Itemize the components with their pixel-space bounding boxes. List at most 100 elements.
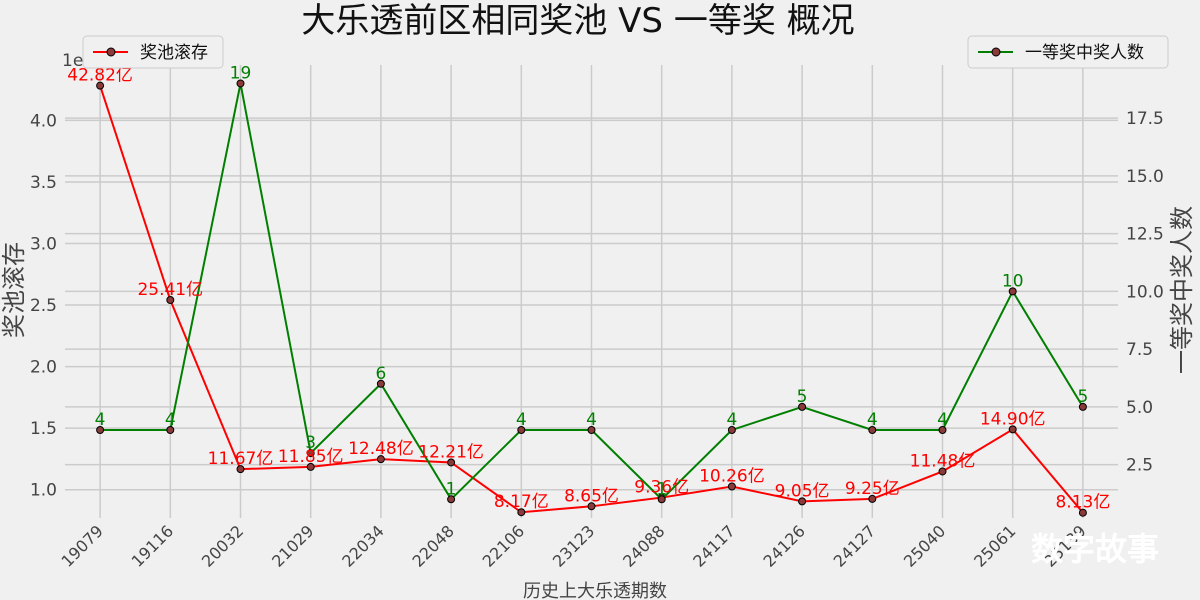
data-label-pool: 10.26亿 [699,466,765,486]
data-point-pool [938,467,947,476]
x-tick-label: 19116 [128,521,177,570]
data-label-pool: 42.82亿 [67,66,133,86]
data-point-pool [376,455,385,464]
left-y-axis-label: 奖池滚存 [0,242,28,338]
data-point-pool [166,295,175,304]
legend-marker-winners [991,47,1001,57]
data-label-pool: 12.48亿 [348,439,414,459]
x-tick-label: 23123 [549,521,598,570]
data-point-winners [1008,287,1017,296]
watermark-text: 数字故事 [1031,530,1159,568]
data-point-winners [657,495,666,504]
data-point-winners [236,79,245,88]
x-tick-label: 24088 [619,521,668,570]
y-tick-left: 3.5 [30,173,57,193]
y-tick-right: 15.0 [1126,167,1164,187]
x-tick-label: 22106 [479,521,528,570]
data-label-winners: 4 [586,410,597,430]
data-point-pool [727,482,736,491]
y-tick-right: 10.0 [1126,282,1164,302]
x-tick-label: 25061 [970,521,1019,570]
legend-label-pool: 奖池滚存 [140,43,208,63]
grid-lines [65,65,1118,518]
x-tick-label: 22034 [338,521,387,570]
legend-left: 奖池滚存 [82,35,224,69]
data-point-winners [517,425,526,434]
data-point-winners [938,425,947,434]
data-label-pool: 8.13亿 [1055,493,1110,513]
data-label-pool: 11.67亿 [208,449,274,469]
data-label-winners: 3 [305,433,316,453]
data-point-pool [1008,425,1017,434]
data-point-pool [868,494,877,503]
data-label-winners: 10 [1002,271,1024,291]
x-tick-label: 20032 [198,521,247,570]
data-label-pool: 14.90亿 [980,409,1046,429]
data-label-pool: 9.36亿 [634,478,689,498]
legend-label-winners: 一等奖中奖人数 [1025,43,1144,63]
x-tick-label: 22048 [408,521,457,570]
x-tick-label: 24126 [759,521,808,570]
x-axis-label: 历史上大乐透期数 [523,581,667,600]
data-label-winners: 5 [797,387,808,407]
data-point-winners [306,449,315,458]
y-tick-left: 2.0 [30,358,57,378]
y-tick-left: 3.0 [30,234,57,254]
data-point-winners [447,495,456,504]
data-point-pool [447,458,456,467]
legend-marker-pool [106,47,116,57]
data-label-winners: 6 [375,364,386,384]
x-tick-label: 25040 [900,521,949,570]
legend-right: 一等奖中奖人数 [967,35,1169,69]
y-tick-right: 17.5 [1126,109,1164,129]
data-point-pool [1078,508,1087,517]
data-label-pool: 9.25亿 [845,479,900,499]
y-tick-left: 2.5 [30,296,57,316]
x-tick-label: 24117 [689,521,738,570]
data-point-winners [727,425,736,434]
data-label-pool: 8.17亿 [494,492,549,512]
data-label-winners: 4 [867,410,878,430]
data-label-winners: 5 [1077,387,1088,407]
data-label-winners: 4 [516,410,527,430]
y-tick-right: 7.5 [1126,340,1153,360]
data-label-winners: 1 [446,479,457,499]
data-label-winners: 1 [656,479,667,499]
data-label-pool: 25.41亿 [137,280,203,300]
data-label-pool: 12.21亿 [418,442,484,462]
y-tick-right: 2.5 [1126,456,1153,476]
data-point-pool [798,497,807,506]
y-tick-right: 12.5 [1126,225,1164,245]
data-label-winners: 19 [230,63,252,83]
series-layer [96,79,1087,517]
data-point-winners [166,425,175,434]
data-point-pool [517,508,526,517]
y-tick-left: 1.5 [30,419,57,439]
data-label-winners: 4 [95,410,106,430]
data-point-pool [96,81,105,90]
data-label-pool: 8.65亿 [564,486,619,506]
chart-title: 大乐透前区相同奖池 VS 一等奖 概况 [301,1,854,41]
data-label-winners: 4 [726,410,737,430]
data-point-winners [376,379,385,388]
y-tick-left: 4.0 [30,111,57,131]
data-label-winners: 4 [937,410,948,430]
data-point-pool [306,462,315,471]
x-tick-label: 24127 [830,521,879,570]
y-tick-right: 5.0 [1126,398,1153,418]
y-tick-left: 1.0 [30,481,57,501]
data-label-pool: 11.48亿 [910,451,976,471]
data-point-winners [798,402,807,411]
data-labels: 42.82亿 25.41亿 11.67亿 11.85亿 12.48亿 12.21亿 8.17… [67,63,1110,512]
data-label-winners: 4 [165,410,176,430]
data-point-winners [1078,402,1087,411]
data-point-winners [868,425,877,434]
data-label-pool: 9.05亿 [775,481,830,501]
data-label-pool: 11.85亿 [278,447,344,467]
x-tick-label: 19079 [57,521,106,570]
x-tick-label: 21029 [268,521,317,570]
data-point-pool [236,465,245,474]
right-y-axis-label: 一等奖中奖人数 [1168,206,1196,374]
